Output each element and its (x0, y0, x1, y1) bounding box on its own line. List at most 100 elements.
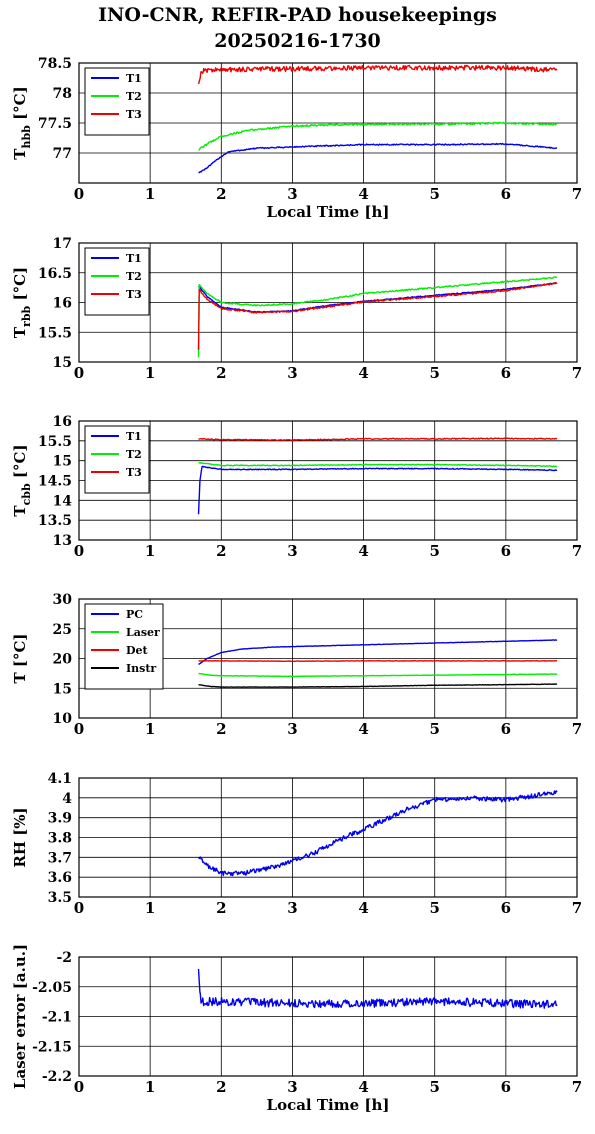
x-tick-label: 6 (501, 1078, 511, 1096)
x-tick-label: 7 (572, 185, 582, 203)
y-axis-label: Trbb [°C] (11, 267, 33, 338)
series-line-instr (198, 683, 558, 688)
x-tick-label: 0 (74, 364, 84, 382)
y-axis-label: Laser error [a.u.] (11, 944, 29, 1089)
x-tick-label: 5 (429, 899, 439, 917)
x-tick-label: 2 (216, 899, 226, 917)
y-tick-label: 14 (53, 493, 73, 509)
y-axis-label: Tcbb [°C] (11, 444, 33, 516)
x-tick-label: 5 (429, 364, 439, 382)
chart-title-line-2: 20250216-1730 (214, 30, 381, 52)
y-axis-label: T [°C] (11, 633, 29, 683)
y-tick-label: 16 (53, 296, 72, 312)
y-tick-label: 14.5 (38, 474, 72, 490)
x-tick-label: 3 (287, 185, 297, 203)
legend-box (84, 67, 150, 136)
plot-frame (78, 242, 578, 363)
x-tick-label: 3 (287, 542, 297, 560)
x-tick-label: 6 (501, 185, 511, 203)
x-tick-label: 2 (216, 542, 226, 560)
chart-panel-5: 0 1 2 3 4 5 6 7 3.5 3.6 3.7 3.8 3.9 4 4.1 RH [%] (11, 771, 582, 917)
plot-frame (78, 598, 578, 719)
legend-label: PC (126, 608, 143, 621)
x-tick-label: 4 (358, 1078, 368, 1096)
y-tick-label: 3.5 (48, 890, 72, 906)
plot-frame (78, 62, 578, 184)
chart-panel-4: 0 1 2 3 4 5 6 7 10 15 20 25 30 T [°C] PC Laser Det Instr (11, 592, 582, 738)
x-tick-label: 1 (145, 720, 155, 738)
y-tick-label: -2 (56, 950, 72, 966)
x-tick-label: 0 (74, 720, 84, 738)
legend-label: Instr (126, 662, 156, 675)
legend: PC Laser Det Instr (84, 603, 164, 690)
x-tick-label: 7 (572, 720, 582, 738)
y-tick-label: 15.5 (38, 325, 72, 341)
y-tick-label: -2.05 (32, 980, 72, 996)
y-tick-label: 3.6 (48, 870, 72, 886)
x-tick-label: 0 (74, 1078, 84, 1096)
legend-label: Det (126, 644, 149, 657)
y-tick-label: 20 (53, 652, 73, 668)
x-tick-label: 4 (358, 185, 368, 203)
y-tick-label: 3.7 (48, 850, 72, 866)
x-tick-label: 2 (216, 720, 226, 738)
chart-panel-6: 0 1 2 3 4 5 6 7 -2.2 -2.15 -2.1 -2.05 -2 Local Time [… (11, 944, 582, 1114)
legend-label: T2 (126, 448, 142, 461)
series-line-laser (198, 672, 558, 678)
y-tick-label: 4 (62, 791, 72, 807)
x-tick-label: 5 (429, 720, 439, 738)
x-tick-label: 2 (216, 364, 226, 382)
y-tick-label: 13 (53, 533, 72, 549)
legend-label: T1 (126, 252, 142, 265)
x-tick-label: 1 (145, 364, 155, 382)
x-tick-label: 1 (145, 1078, 155, 1096)
x-tick-label: 3 (287, 1078, 297, 1096)
y-axis-label: RH [%] (11, 807, 29, 867)
series-line-t2 (198, 121, 558, 151)
plot-frame (78, 956, 578, 1077)
legend: T1 T2 T3 (84, 67, 150, 136)
legend-label: Laser (126, 626, 160, 639)
y-tick-label: 15 (53, 681, 72, 697)
legend: T1 T2 T3 (84, 425, 150, 494)
x-tick-label: 4 (358, 899, 368, 917)
legend-label: T3 (126, 108, 142, 121)
x-tick-label: 0 (74, 899, 84, 917)
series-line-data (197, 968, 558, 1009)
legend-label: T2 (126, 90, 142, 103)
x-tick-label: 5 (429, 542, 439, 560)
x-tick-label: 6 (501, 364, 511, 382)
x-tick-label: 6 (501, 899, 511, 917)
y-tick-label: 30 (53, 592, 73, 608)
y-axis-label: Thbb [°C] (11, 86, 33, 159)
plot-frame (78, 777, 578, 898)
x-tick-label: 6 (501, 542, 511, 560)
x-tick-label: 7 (572, 364, 582, 382)
series-line-t3 (197, 282, 558, 351)
y-tick-label: 10 (53, 711, 73, 727)
x-tick-label: 2 (216, 185, 226, 203)
y-tick-label: -2.2 (42, 1069, 72, 1085)
x-axis-label: Local Time [h] (267, 203, 390, 221)
y-tick-label: 25 (53, 622, 72, 638)
x-tick-label: 7 (572, 899, 582, 917)
y-tick-label: 77.5 (38, 116, 72, 132)
x-tick-label: 5 (429, 1078, 439, 1096)
y-tick-label: 15.5 (38, 434, 72, 450)
legend-label: T2 (126, 270, 142, 283)
series-line-det (198, 660, 558, 663)
y-tick-label: 3.8 (48, 831, 72, 847)
legend-label: T3 (126, 466, 142, 479)
y-tick-label: 16 (53, 414, 72, 430)
y-tick-label: 3.9 (48, 811, 72, 827)
y-tick-label: 16.5 (38, 266, 72, 282)
legend: T1 T2 T3 (84, 247, 150, 316)
series-line-data (197, 790, 558, 877)
series-line-t3 (198, 437, 558, 442)
legend-label: T1 (126, 72, 142, 85)
y-tick-label: 15 (53, 355, 72, 371)
